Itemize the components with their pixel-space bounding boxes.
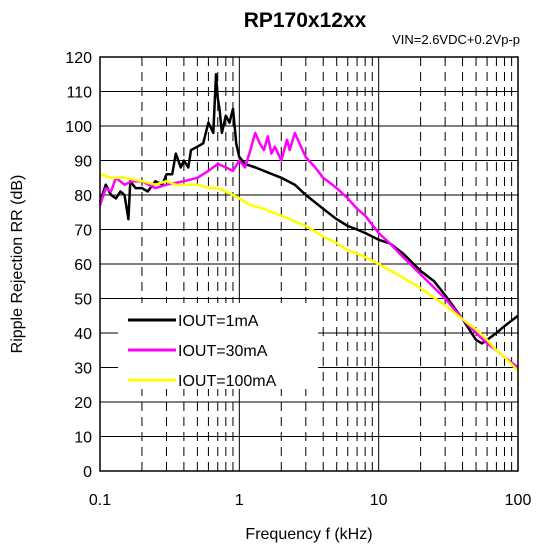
- y-tick-label: 80: [74, 188, 92, 205]
- y-tick-label: 120: [65, 50, 92, 67]
- y-tick-label: 90: [74, 154, 92, 171]
- series-line-iout-1ma: [98, 73, 519, 345]
- x-tick-label: 100: [505, 492, 532, 509]
- chart-title: RP170x12xx: [244, 9, 367, 32]
- legend: IOUT=1mA IOUT=30mA IOUT=100mA: [118, 303, 318, 390]
- x-tick-label: 10: [370, 492, 388, 509]
- series-lines: [98, 73, 519, 372]
- y-tick-label: 30: [74, 361, 92, 378]
- y-tick-label: 40: [74, 326, 92, 343]
- y-tick-label: 60: [74, 257, 92, 274]
- chart-subtitle: VIN=2.6VDC+0.2Vp-p: [392, 32, 520, 47]
- x-axis-label: Frequency f (kHz): [245, 526, 372, 543]
- y-tick-label: 50: [74, 292, 92, 309]
- x-tick-label: 1: [235, 492, 244, 509]
- legend-box: [118, 303, 318, 389]
- plot-frame: [99, 56, 519, 472]
- y-tick-label: 10: [74, 430, 92, 447]
- series-line-iout-30ma: [98, 131, 519, 369]
- y-tick-label: 100: [65, 119, 92, 136]
- y-tick-label: 70: [74, 223, 92, 240]
- y-tick-label: 20: [74, 395, 92, 412]
- legend-label-iout-100ma: IOUT=100mA: [178, 373, 277, 390]
- legend-label-iout-30ma: IOUT=30mA: [178, 343, 268, 360]
- legend-label-iout-1ma: IOUT=1mA: [178, 313, 259, 330]
- x-tick-label: 0.1: [89, 492, 111, 509]
- y-tick-label: 110: [66, 85, 92, 102]
- y-tick-label: 0: [83, 464, 92, 481]
- series-line-iout-100ma: [99, 173, 519, 372]
- y-axis-label: Ripple Rejection RR (dB): [9, 175, 26, 354]
